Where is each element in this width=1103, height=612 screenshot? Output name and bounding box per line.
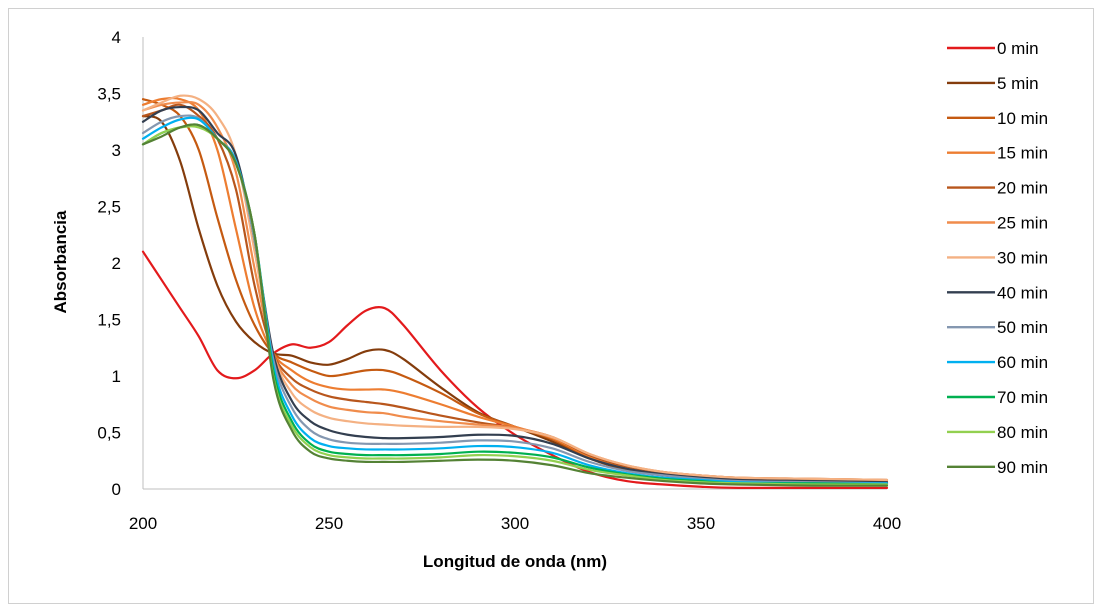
legend-label: 60 min bbox=[997, 353, 1048, 372]
legend-label: 90 min bbox=[997, 458, 1048, 477]
y-tick-label: 1 bbox=[112, 367, 121, 386]
legend-label: 70 min bbox=[997, 388, 1048, 407]
legend: 0 min 5 min 10 min 15 min 20 min 25 min 30 min… bbox=[947, 39, 1048, 477]
x-axis-title: Longitud de onda (nm) bbox=[423, 552, 607, 571]
y-tick-labels: 0 0,5 1 1,5 2 2,5 3 3,5 4 bbox=[97, 28, 121, 499]
legend-label: 50 min bbox=[997, 318, 1048, 337]
series-line-20-min bbox=[141, 103, 889, 482]
legend-label: 20 min bbox=[997, 179, 1048, 198]
axes bbox=[142, 37, 887, 490]
y-tick-label: 1,5 bbox=[97, 311, 121, 330]
y-tick-label: 0,5 bbox=[97, 424, 121, 443]
legend-label: 10 min bbox=[997, 109, 1048, 128]
legend-label: 80 min bbox=[997, 423, 1048, 442]
x-tick-label: 300 bbox=[501, 514, 529, 533]
series-line-10-min bbox=[141, 98, 889, 484]
y-axis-title: Absorbancia bbox=[51, 210, 70, 314]
x-tick-label: 350 bbox=[687, 514, 715, 533]
legend-label: 25 min bbox=[997, 214, 1048, 233]
series-line-15-min bbox=[141, 96, 889, 483]
y-tick-label: 0 bbox=[112, 480, 121, 499]
x-tick-labels: 200 250 300 350 400 bbox=[129, 514, 901, 533]
legend-label: 40 min bbox=[997, 283, 1048, 302]
x-tick-label: 250 bbox=[315, 514, 343, 533]
legend-label: 5 min bbox=[997, 74, 1039, 93]
series-line-90-min bbox=[141, 123, 889, 487]
y-tick-label: 4 bbox=[112, 28, 121, 47]
series-line-0-min bbox=[141, 250, 889, 490]
legend-label: 0 min bbox=[997, 39, 1039, 58]
series-line-30-min bbox=[141, 94, 889, 482]
series-line-25-min bbox=[141, 101, 889, 482]
y-tick-label: 3,5 bbox=[97, 85, 121, 104]
y-tick-label: 2 bbox=[112, 254, 121, 273]
series-lines bbox=[141, 94, 889, 490]
series-line-40-min bbox=[141, 105, 889, 484]
x-tick-label: 400 bbox=[873, 514, 901, 533]
legend-label: 30 min bbox=[997, 248, 1048, 267]
y-tick-label: 3 bbox=[112, 141, 121, 160]
x-tick-label: 200 bbox=[129, 514, 157, 533]
y-tick-label: 2,5 bbox=[97, 198, 121, 217]
legend-label: 15 min bbox=[997, 144, 1048, 163]
